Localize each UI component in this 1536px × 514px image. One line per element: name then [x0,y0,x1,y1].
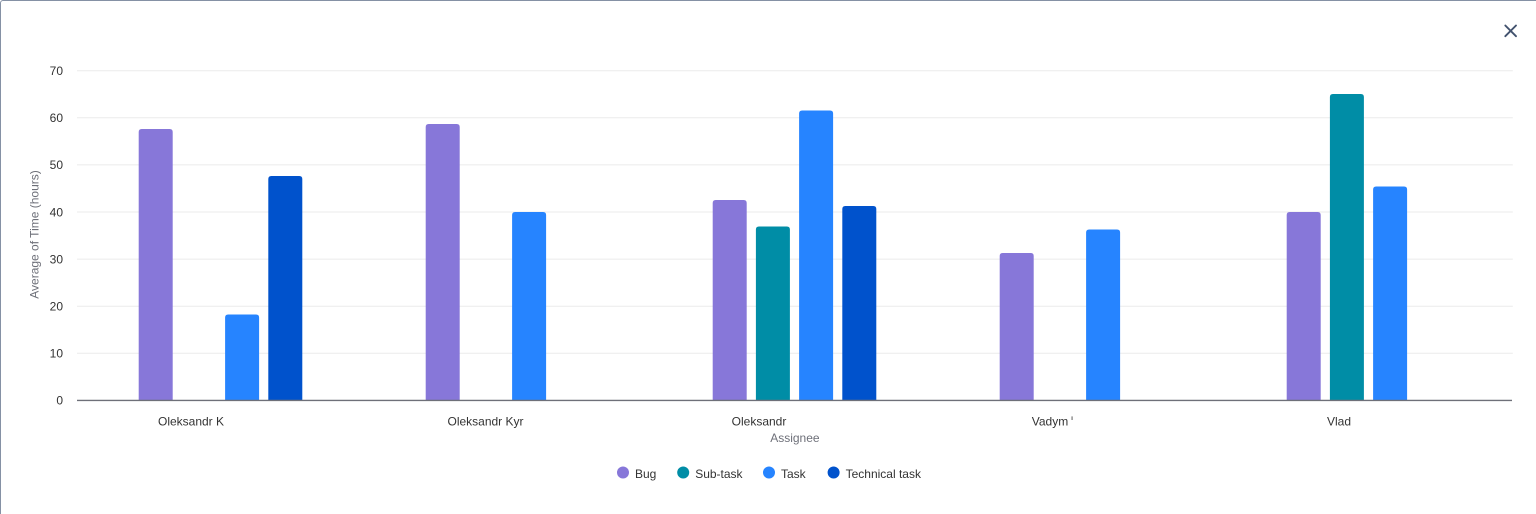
svg-text:Oleksandr K: Oleksandr K [158,414,224,428]
svg-text:Vlad: Vlad [1327,414,1351,428]
svg-text:Task: Task [781,467,807,481]
svg-text:Bug: Bug [635,467,656,481]
svg-text:40: 40 [50,205,64,219]
svg-text:Oleksandr Kyr: Oleksandr Kyr [447,414,523,428]
svg-text:70: 70 [50,64,64,78]
svg-text:Vadym: Vadym [1032,414,1068,428]
svg-text:Technical task: Technical task [846,467,922,481]
svg-text:Assignee: Assignee [770,431,820,445]
svg-text:Sub-task: Sub-task [695,467,743,481]
svg-text:60: 60 [50,111,64,125]
svg-text:10: 10 [50,347,64,361]
svg-text:Average of Time (hours): Average of Time (hours) [28,170,42,299]
svg-text:Oleksandr: Oleksandr [732,414,787,428]
svg-text:0: 0 [56,394,63,408]
svg-text:20: 20 [50,300,64,314]
svg-text:50: 50 [50,158,64,172]
svg-text:30: 30 [50,252,64,266]
